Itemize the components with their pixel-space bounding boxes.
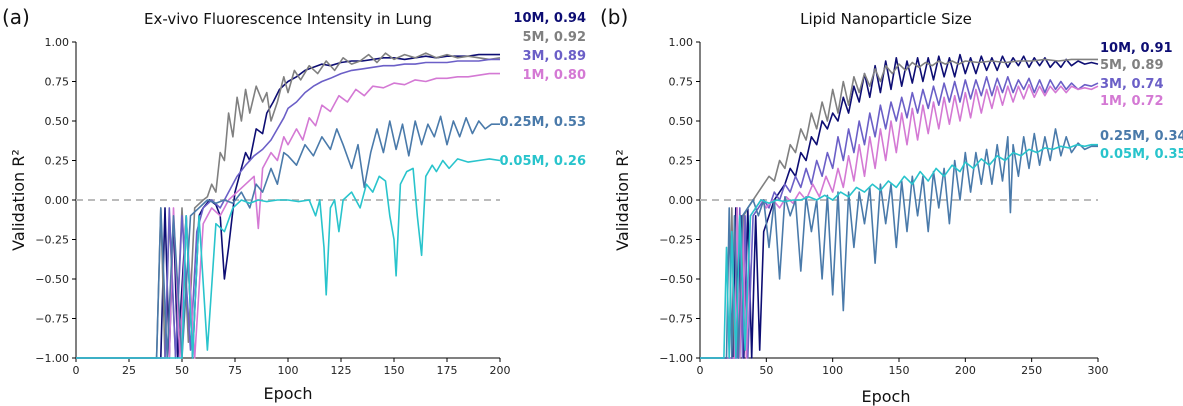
panel-b-series-line-3M [700,76,1099,359]
panel-b-y-tick-label: 0.75 [669,76,694,89]
panel-a-series-labels: 10M, 0.94 5M, 0.92 3M, 0.89 1M, 0.80 0.25M, … [499,11,586,169]
panel-b-ticks: 0 50 100 150 200 250 300 −1.00 −0.75 −0.50 −0.25 0.… [659,36,1108,377]
panel-a-x-axis-label: Epoch [264,384,313,403]
panel-b-y-tick-label: −0.75 [659,313,693,326]
panel-a-series-label-10M: 10M, 0.94 [513,11,586,26]
panel-b-series-line-5M [700,58,1098,359]
panel-b-y-tick-label: 0.00 [669,194,694,207]
panel-b-series-labels: 10M, 0.91 5M, 0.89 3M, 0.74 1M, 0.72 0.25M, … [1100,41,1183,162]
panel-a-x-tick-label: 0 [73,364,80,377]
panel-a-x-tick-label: 25 [122,364,136,377]
panel-b-series-line-1M [700,83,1099,359]
panel-b-x-tick-label: 300 [1088,364,1109,377]
panel-a-series-line-3M [76,58,500,359]
panel-b-x-tick-label: 50 [759,364,773,377]
panel-a-title: Ex-vivo Fluorescence Intensity in Lung [144,10,432,28]
panel-a-y-tick-label: −0.75 [35,313,69,326]
panel-a-ticks: 0 25 50 75 100 125 150 175 200 −1.00 −0.75 −0.50 −0.… [35,36,510,377]
panel-b-y-tick-label: 1.00 [669,36,694,49]
panel-a-series-line-1M [76,72,500,359]
panel-b-series-label-0.05M: 0.05M, 0.35 [1100,147,1183,162]
panel-a-series-line-0.25M [76,115,500,359]
panel-a-series-label-0.25M: 0.25M, 0.53 [499,115,586,130]
panel-b-y-tick-label: 0.25 [669,155,694,168]
panel-a-x-tick-label: 175 [437,364,458,377]
panel-b-series-label-1M: 1M, 0.72 [1100,94,1164,109]
panel-a-series-label-0.05M: 0.05M, 0.26 [499,154,586,169]
panel-b-series-label-3M: 3M, 0.74 [1100,77,1164,92]
panel-b-series-lines [700,53,1099,359]
panel-a-y-tick-label: 0.75 [45,76,70,89]
panel-a-x-tick-label: 50 [175,364,189,377]
panel-a-y-axis-label: Validation R² [9,149,28,251]
panel-a-series-lines [76,52,501,359]
panel-b-series-label-0.25M: 0.25M, 0.34 [1100,129,1183,144]
panel-a-y-tick-label: 0.00 [45,194,70,207]
panel-a-x-tick-label: 200 [490,364,511,377]
panel-a-series-line-0.05M [76,158,501,359]
panel-a-y-tick-label: 1.00 [45,36,70,49]
panel-a-x-tick-label: 150 [384,364,405,377]
panel-b-series-line-0.25M [700,128,1098,359]
panel-a-x-tick-label: 100 [278,364,299,377]
panel-a-series-label-3M: 3M, 0.89 [522,49,586,64]
panel-a-y-tick-label: 0.25 [45,155,70,168]
panel-a-series-label-5M: 5M, 0.92 [522,30,586,45]
panel-a-y-tick-label: 0.50 [45,115,70,128]
panel-b: (b) Lipid Nanoparticle Size Epoch Valida… [600,5,1183,406]
panel-a-x-tick-label: 125 [331,364,352,377]
panel-a-label: (a) [2,5,30,29]
panel-b-x-tick-label: 200 [955,364,976,377]
panel-b-title: Lipid Nanoparticle Size [800,10,972,28]
panel-a-series-line-10M [76,53,500,359]
panel-a-series-label-1M: 1M, 0.80 [522,68,586,83]
panel-b-y-tick-label: −0.50 [659,273,693,286]
panel-a-y-tick-label: −1.00 [35,352,69,365]
panel-b-series-line-0.05M [700,143,1098,359]
panel-a-y-tick-label: −0.50 [35,273,69,286]
panel-b-y-axis-label: Validation R² [613,149,632,251]
panel-b-series-label-5M: 5M, 0.89 [1100,58,1164,73]
panel-a-y-tick-label: −0.25 [35,234,69,247]
panel-b-x-tick-label: 250 [1021,364,1042,377]
panel-b-series-label-10M: 10M, 0.91 [1100,41,1173,56]
panel-b-y-tick-label: −1.00 [659,352,693,365]
panel-b-y-tick-label: 0.50 [669,115,694,128]
panel-b-x-tick-label: 150 [889,364,910,377]
panel-a-x-tick-label: 75 [228,364,242,377]
panel-a: (a) Ex-vivo Fluorescence Intensity in Lu… [2,5,586,403]
panel-b-x-tick-label: 0 [697,364,704,377]
panel-b-label: (b) [600,5,628,29]
panel-b-y-tick-label: −0.25 [659,234,693,247]
panel-a-series-line-5M [76,52,501,359]
panel-b-x-tick-label: 100 [822,364,843,377]
panel-b-x-axis-label: Epoch [862,387,911,406]
